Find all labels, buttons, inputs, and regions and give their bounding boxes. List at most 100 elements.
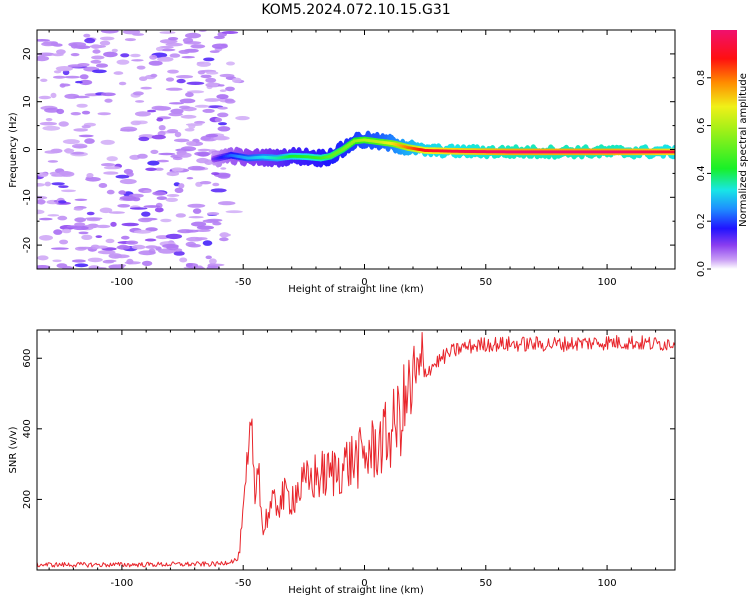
heatmap-noise-cell (147, 109, 157, 113)
colorbar-tick-label: 0.8 (696, 70, 707, 86)
heatmap-noise-cell (97, 250, 116, 255)
heatmap-noise-cell (217, 106, 228, 110)
heatmap-noise-cell (58, 121, 69, 127)
heatmap-noise-cell (216, 94, 229, 100)
heatmap-noise-cell (61, 189, 76, 193)
heatmap-noise-cell (119, 195, 137, 201)
heatmap-noise-cell (176, 78, 186, 84)
heatmap-noise-cell (160, 218, 172, 223)
y-tick-label: 400 (22, 419, 33, 438)
colorbar-tick-label: 0.2 (696, 213, 707, 229)
y-tick-label: 20 (22, 48, 33, 61)
x-tick-label: 100 (598, 277, 617, 288)
snr-series-line (37, 332, 675, 568)
heatmap-noise-cell (138, 136, 150, 142)
heatmap-noise-cell (180, 146, 197, 152)
heatmap-noise-cell (61, 228, 72, 234)
heatmap-noise-cell (121, 235, 130, 240)
heatmap-noise-cell (99, 207, 113, 214)
heatmap-noise-cell (156, 117, 164, 122)
heatmap-noise-cell (152, 191, 167, 196)
heatmap-noise-cell (45, 118, 53, 122)
heatmap-noise-cell (105, 238, 115, 244)
heatmap-noise-cell (91, 44, 101, 49)
heatmap-noise-cell (217, 201, 236, 206)
heatmap-noise-cell (78, 134, 94, 138)
heatmap-noise-cell (62, 69, 70, 76)
heatmap-noise-cell (81, 234, 93, 240)
heatmap-noise-cell (188, 123, 196, 129)
heatmap-noise-cell (117, 204, 131, 208)
heatmap-noise-cell (99, 36, 115, 41)
heatmap-noise-cell (110, 221, 117, 227)
heatmap-noise-cell (200, 74, 212, 79)
heatmap-noise-cell (205, 133, 219, 138)
heatmap-noise-cell (96, 63, 108, 68)
heatmap-noise-cell (165, 197, 178, 202)
heatmap-noise-cell (101, 163, 115, 167)
heatmap-noise-cell (212, 182, 220, 187)
heatmap-noise-cell (225, 210, 243, 214)
heatmap-noise-cell (73, 95, 90, 99)
heatmap-noise-cell (175, 75, 194, 79)
heatmap-noise-cell (159, 31, 176, 34)
heatmap-noise-cell (59, 83, 66, 88)
heatmap-noise-cell (70, 151, 85, 155)
heatmap-noise-cell (129, 207, 148, 210)
heatmap-noise-cell (209, 258, 217, 265)
heatmap-noise-cell (168, 112, 183, 117)
heatmap-noise-cell (39, 217, 53, 221)
heatmap-noise-cell (158, 125, 166, 131)
heatmap-noise-cell (120, 126, 138, 132)
heatmap-noise-cell (203, 57, 215, 62)
heatmap-noise-cell (116, 264, 127, 267)
heatmap-noise-cell (103, 171, 119, 175)
heatmap-noise-cell (73, 128, 89, 132)
heatmap-noise-cell (141, 211, 151, 217)
x-tick-label: -100 (111, 277, 134, 288)
heatmap-noise-cell (52, 259, 62, 263)
heatmap-noise-cell (136, 65, 146, 70)
heatmap-noise-cell (37, 172, 49, 178)
chart-title: KOM5.2024.072.10.15.G31 (261, 2, 450, 18)
heatmap-noise-cell (154, 167, 164, 171)
heatmap-noise-cell (39, 121, 58, 126)
heatmap-noise-cell (197, 152, 210, 157)
heatmap-noise-cell (81, 125, 91, 129)
heatmap-noise-cell (70, 112, 82, 116)
heatmap-noise-cell (118, 190, 127, 195)
heatmap-noise-cell (169, 53, 181, 58)
heatmap-noise-cell (90, 59, 102, 64)
heatmap-noise-cell (165, 233, 183, 240)
heatmap-noise-cell (122, 30, 141, 35)
heatmap-noise-cell (205, 82, 221, 88)
heatmap-noise-cell (194, 104, 210, 108)
heatmap-noise-cell (199, 181, 212, 185)
heatmap-noise-cell (202, 240, 213, 246)
heatmap-noise-cell (103, 166, 121, 170)
heatmap-noise-cell (39, 235, 53, 241)
heatmap-noise-cell (179, 257, 188, 263)
heatmap-noise-cell (130, 120, 142, 126)
heatmap-noise-cell (186, 177, 194, 180)
heatmap-noise-cell (145, 245, 159, 249)
heatmap-noise-cell (72, 143, 88, 149)
heatmap-noise-cell (51, 53, 64, 57)
heatmap-noise-cell (135, 100, 145, 103)
heatmap-noise-cell (166, 171, 180, 177)
heatmap-noise-cell (92, 49, 101, 54)
heatmap-noise-cell (143, 189, 152, 193)
heatmap-noise-cell (186, 141, 197, 146)
heatmap-noise-cell (74, 198, 88, 201)
heatmap-noise-cell (217, 84, 225, 87)
heatmap-noise-cell (103, 51, 118, 58)
heatmap-noise-cell (111, 48, 118, 53)
heatmap-noise-cell (76, 103, 88, 108)
heatmap-noise-cell (174, 187, 184, 193)
heatmap-noise-cell (168, 102, 184, 105)
heatmap-noise-cell (59, 171, 72, 176)
heatmap-noise-cell (235, 116, 250, 121)
heatmap-noise-cell (185, 229, 199, 233)
